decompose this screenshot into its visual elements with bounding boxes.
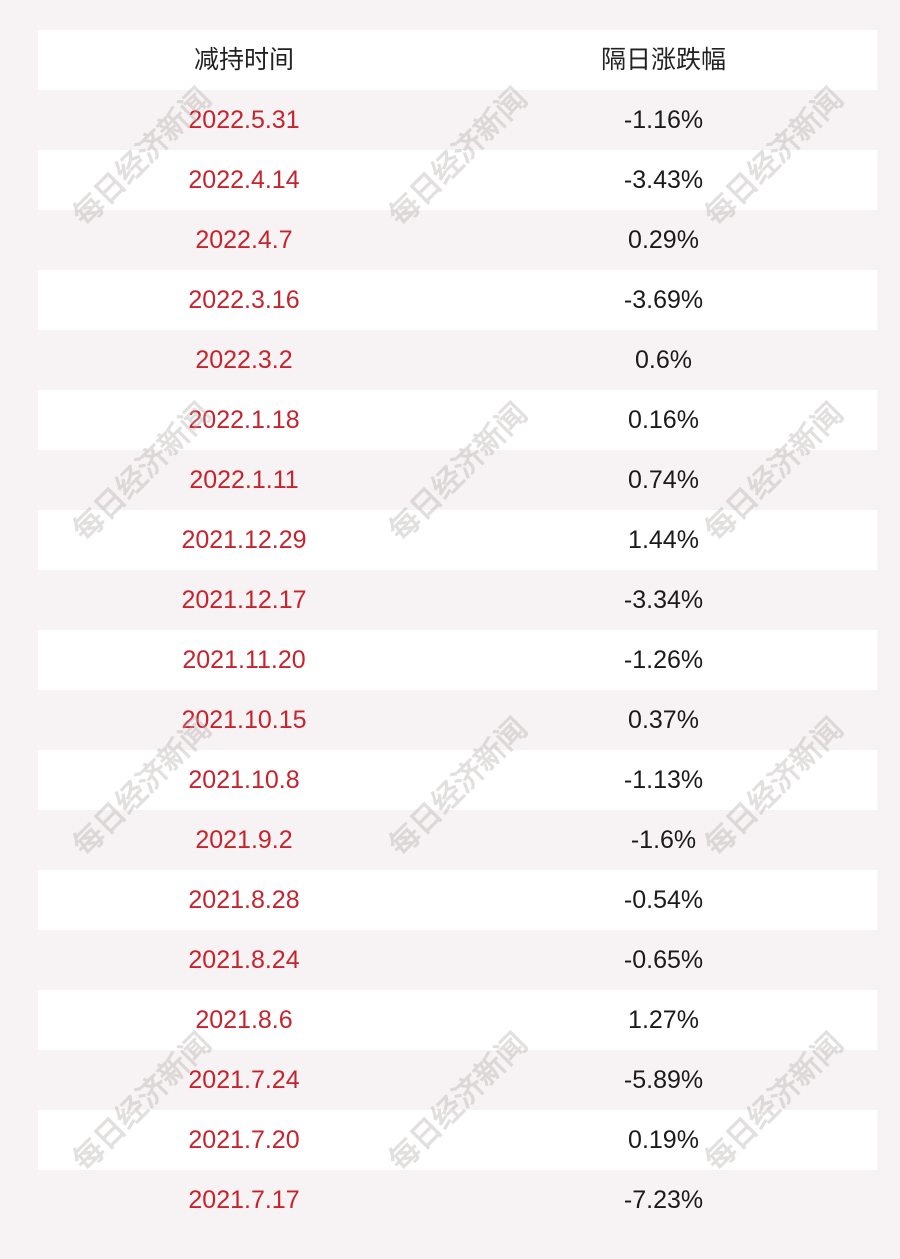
table-row: 2021.8.6 1.27% <box>38 990 877 1050</box>
row-date: 2022.5.31 <box>188 106 300 134</box>
row-change: -3.34% <box>623 586 704 614</box>
row-change: -1.6% <box>630 826 697 854</box>
table-row: 2021.10.8 -1.13% <box>38 750 877 810</box>
table-row: 2021.9.2 -1.6% <box>38 810 877 870</box>
row-change: 0.74% <box>628 466 699 494</box>
table-row: 2021.10.15 0.37% <box>38 690 877 750</box>
row-date: 2022.4.7 <box>195 226 293 254</box>
table-row: 2022.1.11 0.74% <box>38 450 877 510</box>
row-date: 2021.7.17 <box>188 1186 300 1214</box>
table-row: 2022.3.16 -3.69% <box>38 270 877 330</box>
row-change: -0.54% <box>623 886 704 914</box>
row-change: -0.65% <box>623 946 704 974</box>
table-row: 2022.1.18 0.16% <box>38 390 877 450</box>
table-row: 2022.5.31 -1.16% <box>38 90 877 150</box>
table-row: 2022.3.2 0.6% <box>38 330 877 390</box>
row-date: 2022.1.11 <box>189 466 299 494</box>
row-date: 2021.12.29 <box>181 526 307 554</box>
row-date: 2021.12.17 <box>181 586 307 614</box>
row-date: 2021.8.24 <box>188 946 300 974</box>
table-row: 2021.8.24 -0.65% <box>38 930 877 990</box>
table-row: 2021.7.24 -5.89% <box>38 1050 877 1110</box>
row-date: 2021.8.28 <box>188 886 300 914</box>
row-change: -1.26% <box>623 646 704 674</box>
table-row: 2022.4.7 0.29% <box>38 210 877 270</box>
row-change: 0.29% <box>628 226 699 254</box>
data-table: 减持时间 隔日涨跌幅 2022.5.31 -1.16% 2022.4.14 -3.43… <box>38 30 877 1230</box>
table-row: 2021.7.20 0.19% <box>38 1110 877 1170</box>
row-change: -3.43% <box>623 166 704 194</box>
row-date: 2021.10.15 <box>181 706 307 734</box>
row-date: 2021.7.24 <box>188 1066 300 1094</box>
table-row: 2021.11.20 -1.26% <box>38 630 877 690</box>
row-change: 1.44% <box>628 526 699 554</box>
row-change: 1.27% <box>628 1006 699 1034</box>
row-date: 2022.3.16 <box>188 286 300 314</box>
row-change: -7.23% <box>623 1186 704 1214</box>
row-change: -1.16% <box>623 106 704 134</box>
row-change: -1.13% <box>623 766 704 794</box>
table-body: 2022.5.31 -1.16% 2022.4.14 -3.43% 2022.4.7 0.… <box>38 90 877 1230</box>
header-date: 减持时间 <box>193 46 294 74</box>
row-date: 2021.10.8 <box>188 766 300 794</box>
row-date: 2021.11.20 <box>182 646 306 674</box>
row-date: 2021.9.2 <box>195 826 293 854</box>
row-date: 2022.1.18 <box>188 406 300 434</box>
table-row: 2021.12.17 -3.34% <box>38 570 877 630</box>
row-change: 0.37% <box>628 706 699 734</box>
row-change: 0.19% <box>628 1126 699 1154</box>
row-date: 2021.8.6 <box>195 1006 293 1034</box>
table-row: 2021.8.28 -0.54% <box>38 870 877 930</box>
table-row: 2021.7.17 -7.23% <box>38 1170 877 1230</box>
row-change: 0.6% <box>635 346 692 374</box>
table-header-row: 减持时间 隔日涨跌幅 <box>38 30 877 90</box>
table-row: 2022.4.14 -3.43% <box>38 150 877 210</box>
header-change: 隔日涨跌幅 <box>600 46 726 74</box>
table-row: 2021.12.29 1.44% <box>38 510 877 570</box>
row-date: 2021.7.20 <box>188 1126 300 1154</box>
row-change: -3.69% <box>623 286 704 314</box>
row-date: 2022.3.2 <box>195 346 293 374</box>
row-date: 2022.4.14 <box>188 166 300 194</box>
row-change: 0.16% <box>628 406 699 434</box>
row-change: -5.89% <box>623 1066 704 1094</box>
